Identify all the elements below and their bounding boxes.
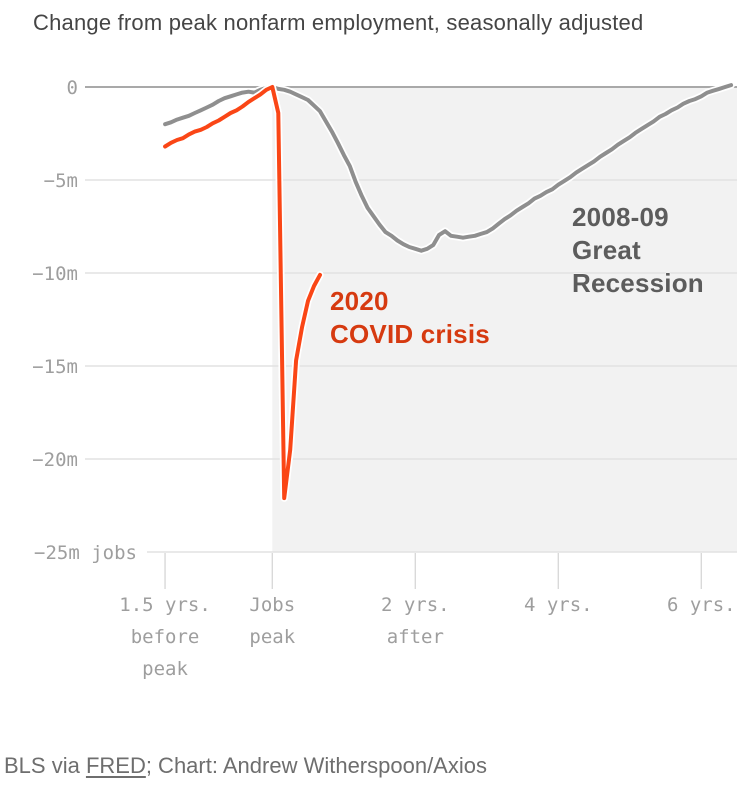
x-axis-tick-label: 1.5 yrs. — [119, 594, 211, 616]
annotation-line: 2020 — [330, 286, 389, 316]
source-line: BLS via FRED; Chart: Andrew Witherspoon/… — [4, 753, 487, 779]
x-axis-tick-label: before — [131, 626, 200, 648]
annotation-covid-crisis: 2020 COVID crisis — [330, 285, 490, 351]
annotation-great-recession: 2008-09 Great Recession — [572, 201, 704, 300]
credit-text: ; Chart: Andrew Witherspoon/Axios — [145, 753, 487, 778]
x-axis-tick-label: Jobs — [249, 594, 295, 616]
y-axis-tick-label: 0 — [67, 77, 78, 99]
x-axis-tick-label: 2 yrs. — [381, 594, 450, 616]
x-axis-tick-label: 6 yrs. — [667, 594, 736, 616]
x-axis-tick-label: after — [387, 626, 444, 648]
y-axis-tick-label: −10m — [32, 263, 78, 285]
x-axis-tick-label: peak — [249, 626, 295, 648]
y-axis-tick-label: −15m — [32, 356, 78, 378]
y-axis-tick-label: −20m — [32, 449, 78, 471]
employment-change-chart: 0 −5m −10m −15m −20m −25m jobs 1.5 yrs. before p… — [32, 77, 737, 680]
annotation-line: COVID crisis — [330, 319, 490, 349]
chart-title: Change from peak nonfarm employment, sea… — [33, 10, 644, 35]
x-axis-tick-label: peak — [142, 658, 188, 680]
y-axis-tick-label: −25m jobs — [34, 542, 137, 564]
covid-line — [163, 85, 322, 501]
fred-link[interactable]: FRED — [85, 753, 146, 778]
annotation-line: Great — [572, 235, 641, 265]
source-text: BLS via — [4, 753, 86, 778]
annotation-line: Recession — [572, 268, 704, 298]
great-recession-line — [163, 83, 734, 253]
y-axis-tick-label: −5m — [44, 170, 78, 192]
x-axis-tick-label: 4 yrs. — [524, 594, 593, 616]
annotation-line: 2008-09 — [572, 202, 669, 232]
